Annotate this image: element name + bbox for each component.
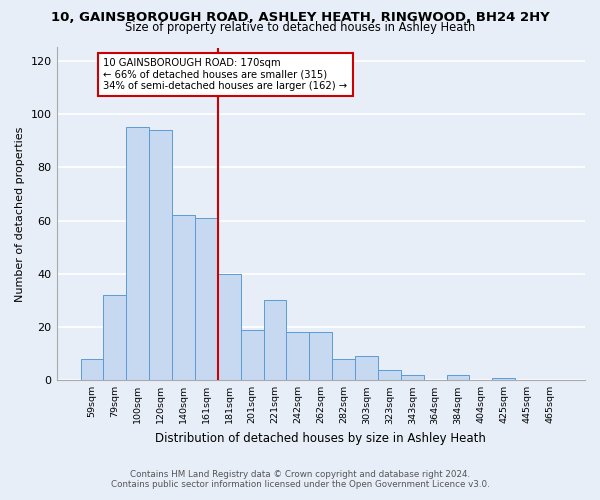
Bar [103,295,127,380]
Bar [172,215,195,380]
Bar [195,218,218,380]
Bar [286,332,310,380]
Text: 10, GAINSBOROUGH ROAD, ASHLEY HEATH, RINGWOOD, BH24 2HY: 10, GAINSBOROUGH ROAD, ASHLEY HEATH, RIN… [50,11,550,24]
Bar [401,375,424,380]
Text: Size of property relative to detached houses in Ashley Heath: Size of property relative to detached ho… [125,22,475,35]
Bar [493,378,515,380]
Bar [127,128,149,380]
Bar [218,274,241,380]
Text: 10 GAINSBOROUGH ROAD: 170sqm
← 66% of detached houses are smaller (315)
34% of s: 10 GAINSBOROUGH ROAD: 170sqm ← 66% of de… [103,58,347,92]
Text: Contains HM Land Registry data © Crown copyright and database right 2024.
Contai: Contains HM Land Registry data © Crown c… [110,470,490,489]
Bar [263,300,286,380]
Bar [310,332,332,380]
Bar [149,130,172,380]
Y-axis label: Number of detached properties: Number of detached properties [15,126,25,302]
Bar [241,330,263,380]
X-axis label: Distribution of detached houses by size in Ashley Heath: Distribution of detached houses by size … [155,432,486,445]
Bar [355,356,378,380]
Bar [332,359,355,380]
Bar [80,359,103,380]
Bar [378,370,401,380]
Bar [446,375,469,380]
